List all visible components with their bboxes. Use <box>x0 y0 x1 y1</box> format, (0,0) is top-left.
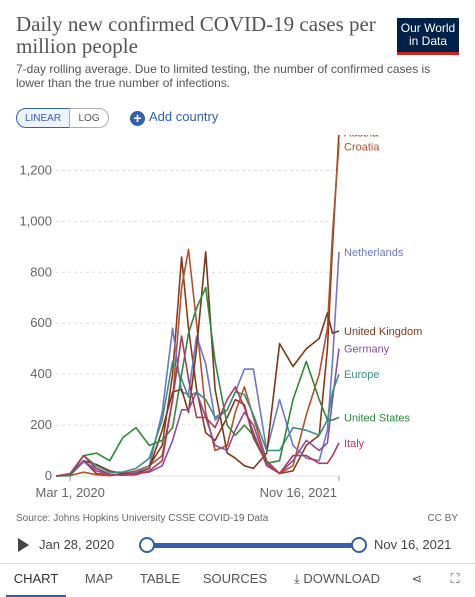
series-line-united-kingdom <box>55 251 340 477</box>
series-label-italy: Italy <box>344 438 365 450</box>
series-label-germany: Germany <box>344 344 390 356</box>
x-tick-label: Nov 16, 2021 <box>260 485 337 500</box>
timeline-slider-track[interactable] <box>146 543 358 548</box>
series-label-netherlands: Netherlands <box>344 247 404 259</box>
chart-subtitle: 7-day rolling average. Due to limited te… <box>16 62 431 90</box>
series-line-germany <box>55 348 340 477</box>
plus-circle-icon: + <box>130 111 145 126</box>
timeline-start-handle[interactable] <box>139 537 155 553</box>
add-country-button[interactable]: + Add country <box>130 109 218 126</box>
series-labels: Austria Croatia Netherlands United Kingdom G… <box>344 135 422 450</box>
download-icon: ⤓ <box>294 571 300 586</box>
timeline-end-handle[interactable] <box>351 537 367 553</box>
series-lines <box>55 135 340 477</box>
timeline-start-label: Jan 28, 2020 <box>39 537 115 552</box>
tab-sources[interactable]: SOURCES <box>202 571 268 586</box>
tab-chart[interactable]: CHART <box>6 564 66 597</box>
share-icon[interactable]: ⋖ <box>411 571 423 586</box>
series-label-united-states: United States <box>344 412 411 424</box>
series-line-croatia <box>55 142 340 477</box>
fullscreen-icon[interactable]: ⛶ <box>450 571 460 586</box>
series-label-austria: Austria <box>344 135 379 139</box>
series-label-united-kingdom: United Kingdom <box>344 326 422 338</box>
log-scale-button[interactable]: LOG <box>69 108 109 128</box>
series-label-croatia: Croatia <box>344 141 380 153</box>
add-country-label: Add country <box>149 109 219 124</box>
y-tick-label: 1,200 <box>19 162 52 177</box>
tab-map[interactable]: MAP <box>84 571 114 586</box>
line-chart: 0 200 400 600 800 1,000 1,200 Mar 1, 2020 Nov 1… <box>19 135 422 500</box>
source-note[interactable]: Source: Johns Hopkins University CSSE CO… <box>16 513 269 524</box>
license-link[interactable]: CC BY <box>427 513 458 524</box>
grid-lines <box>56 169 339 477</box>
y-axis-ticks: 0 200 400 600 800 1,000 1,200 <box>19 162 52 483</box>
timeline-end-label: Nov 16, 2021 <box>374 537 452 552</box>
y-tick-label: 800 <box>30 264 52 279</box>
logo-line-1: Our World <box>400 21 456 35</box>
page-title: Daily new confirmed COVID-19 cases per m… <box>16 12 376 58</box>
y-tick-label: 0 <box>45 468 52 483</box>
linear-scale-button[interactable]: LINEAR <box>16 108 70 128</box>
y-tick-label: 200 <box>30 417 52 432</box>
tab-download[interactable]: ⤓ DOWNLOAD <box>284 564 390 595</box>
x-tick-label: Mar 1, 2020 <box>36 485 105 500</box>
series-line-italy <box>55 335 340 477</box>
logo-line-2: in Data <box>408 34 448 48</box>
tab-bar: CHART MAP TABLE SOURCES ⤓ DOWNLOAD ⋖ ⛶ <box>0 563 475 597</box>
y-tick-label: 1,000 <box>19 213 52 228</box>
x-axis-ticks: Mar 1, 2020 Nov 16, 2021 <box>36 476 340 500</box>
y-tick-label: 600 <box>30 315 52 330</box>
play-icon[interactable] <box>18 538 29 552</box>
series-line-netherlands <box>55 251 340 477</box>
series-label-europe: Europe <box>344 369 379 381</box>
y-tick-label: 400 <box>30 366 52 381</box>
download-label: DOWNLOAD <box>303 571 380 586</box>
series-line-united-states <box>55 286 340 477</box>
owid-logo[interactable]: Our World in Data <box>397 18 459 55</box>
tab-table[interactable]: TABLE <box>139 571 181 586</box>
series-line-europe <box>55 360 340 477</box>
